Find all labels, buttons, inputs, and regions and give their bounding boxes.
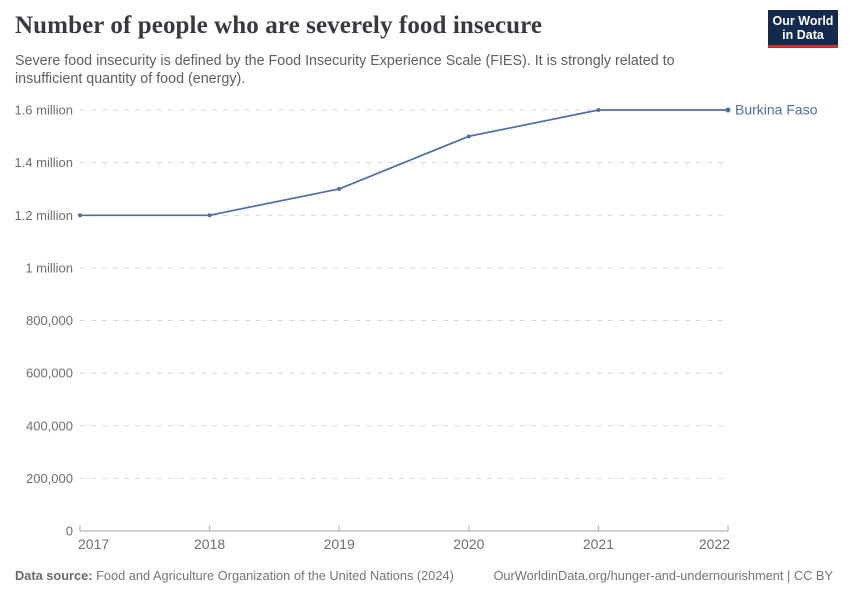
y-tick-label: 1.4 million (14, 155, 73, 170)
x-tick-label: 2018 (194, 536, 225, 552)
x-tick-label: 2021 (583, 536, 614, 552)
y-tick-label: 200,000 (26, 471, 73, 486)
entity-label: Burkina Faso (735, 102, 818, 118)
owid-logo: Our World in Data (768, 10, 838, 48)
data-source-label: Data source: (15, 568, 93, 583)
data-point-marker (78, 213, 82, 218)
y-tick-label: 600,000 (26, 366, 73, 381)
y-tick-label: 1.6 million (14, 103, 73, 118)
y-tick-label: 0 (66, 524, 73, 539)
chart-subtitle: Severe food insecurity is defined by the… (15, 53, 675, 87)
license-note: OurWorldinData.org/hunger-and-undernouri… (493, 568, 833, 583)
data-point-marker (466, 134, 471, 139)
owid-logo-line1: Our World (772, 13, 834, 28)
x-tick-label: 2022 (699, 536, 730, 552)
x-tick-labels: 2017 2018 2019 2020 2021 2022 (78, 536, 730, 552)
chart-footer: Data source: Food and Agriculture Organi… (15, 568, 833, 583)
y-tick-labels: 0 200,000 400,000 600,000 800,000 1 million 1.… (14, 103, 73, 539)
series-burkina-faso (78, 107, 731, 218)
data-point-marker (207, 213, 212, 218)
x-axis (79, 525, 729, 532)
data-source-note: Data source: Food and Agriculture Organi… (15, 568, 454, 583)
y-tick-label: 800,000 (26, 313, 73, 328)
data-point-marker (725, 107, 731, 113)
data-line (79, 109, 729, 217)
series-end-label: Burkina Faso (735, 102, 818, 118)
data-point-marker (596, 108, 601, 112)
y-gridlines (80, 109, 728, 479)
data-point-marker (337, 186, 342, 191)
x-tick-label: 2019 (324, 536, 355, 552)
y-tick-label: 1.2 million (14, 208, 73, 223)
x-tick-label: 2017 (78, 536, 109, 552)
owid-logo-line2: in Data (782, 27, 824, 42)
y-tick-label: 400,000 (26, 418, 73, 433)
x-tick-label: 2020 (453, 536, 484, 552)
page-title: Number of people who are severely food i… (15, 12, 543, 39)
y-tick-label: 1 million (25, 260, 73, 275)
data-source-text: Food and Agriculture Organization of the… (92, 568, 454, 583)
